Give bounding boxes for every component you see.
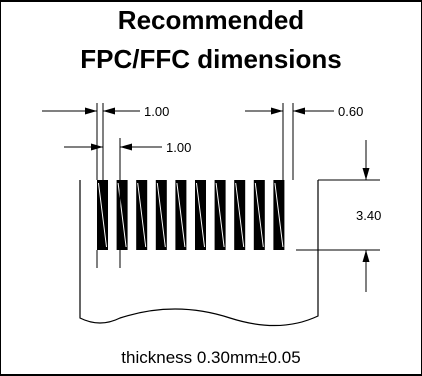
width-arrowhead-left	[91, 143, 103, 151]
thickness-caption: thickness 0.30mm±0.05	[121, 348, 301, 367]
margin-arrowhead-right	[293, 107, 305, 115]
bottom-border	[0, 374, 422, 376]
contact-group	[97, 180, 285, 250]
width-label: 1.00	[166, 140, 191, 155]
pitch-arrowhead-left	[85, 107, 97, 115]
contact-hatch	[254, 182, 264, 248]
contact-hatch	[274, 182, 284, 248]
title-line-2: FPC/FFC dimensions	[80, 44, 342, 74]
contact-hatch	[117, 182, 127, 248]
pitch-arrowhead-right	[103, 107, 115, 115]
width-arrowhead-right	[120, 143, 132, 151]
length-arrowhead-top	[362, 168, 370, 180]
contact-hatch	[196, 182, 205, 248]
contact-hatch	[215, 182, 225, 248]
contact-hatch	[156, 182, 166, 248]
contact-hatch	[98, 182, 107, 248]
margin-label: 0.60	[338, 104, 363, 119]
margin-arrowhead-left	[271, 107, 283, 115]
length-arrowhead-bottom	[362, 250, 370, 262]
pitch-label: 1.00	[144, 104, 169, 119]
title-line-1: Recommended	[117, 5, 305, 35]
fpc-outline	[79, 180, 319, 327]
contact-hatch	[235, 182, 245, 248]
contact-hatch	[176, 182, 186, 248]
contact-hatch	[137, 182, 147, 248]
length-label: 3.40	[356, 208, 381, 223]
top-border	[0, 0, 422, 2]
